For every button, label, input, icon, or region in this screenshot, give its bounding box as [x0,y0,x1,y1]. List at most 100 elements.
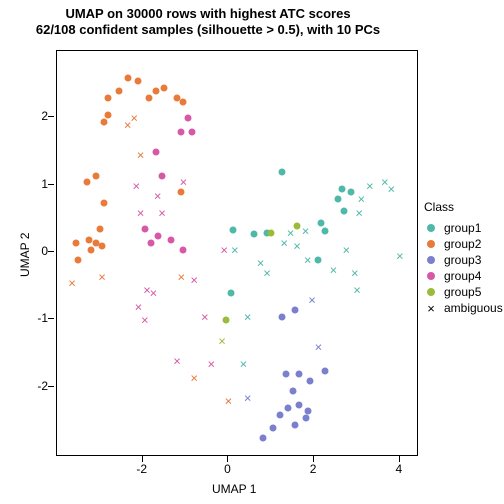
x-tick: 2 [303,462,323,476]
data-point [105,95,112,102]
data-point [178,189,185,196]
data-point: × [173,354,181,367]
data-point: × [137,149,145,162]
legend-item: group5 [424,284,503,300]
data-point [302,414,309,421]
data-point [101,118,108,125]
y-axis-label: UMAP 2 [18,233,32,277]
scatter-plot: ××××××××××××××××××××××××××××××××××××××××… [56,50,418,456]
data-point: × [351,267,359,280]
data-point: × [132,179,140,192]
dot-icon [424,221,438,235]
data-point [75,256,82,263]
data-point: × [201,310,209,323]
legend-label: group1 [444,221,481,235]
y-tick: -2 [0,379,48,393]
data-point: × [342,243,350,256]
data-point: × [124,119,132,132]
cross-icon: × [424,301,438,315]
data-point [259,435,266,442]
data-point: × [137,206,145,219]
data-point: × [387,183,395,196]
data-point: × [353,284,361,297]
data-point [279,169,286,176]
data-point: × [293,240,301,253]
data-point [135,78,142,85]
data-point: × [231,243,239,256]
data-point: × [355,206,363,219]
legend-label: group3 [444,253,481,267]
figure: UMAP on 30000 rows with highest ATC scor… [0,0,504,504]
legend-label: group4 [444,269,481,283]
data-point: × [190,273,198,286]
data-point [105,111,112,118]
data-point [296,371,303,378]
data-point [96,226,103,233]
data-point: × [154,189,162,202]
y-tick: 1 [0,177,48,191]
data-point: × [218,334,226,347]
x-tick: -2 [132,462,152,476]
legend-label: group2 [444,237,481,251]
data-point: × [180,176,188,189]
data-point [92,172,99,179]
data-point: × [357,193,365,206]
data-point [180,246,187,253]
data-point: × [130,112,138,125]
data-point [341,208,348,215]
data-point: × [225,395,233,408]
data-point [180,98,187,105]
x-axis-label: UMAP 1 [212,482,256,496]
data-point: × [304,253,312,266]
data-point [154,233,161,240]
data-point: × [177,270,185,283]
data-point [291,307,298,314]
data-point: × [98,270,106,283]
legend: Class group1 group2 group3 group4group5× amb… [424,200,503,316]
data-point [141,226,148,233]
data-point [124,74,131,81]
data-point: × [141,314,149,327]
data-point [99,243,106,250]
data-point [86,236,93,243]
legend-title: Class [424,200,503,214]
title-block: UMAP on 30000 rows with highest ATC scor… [0,6,416,37]
data-point [270,425,277,432]
data-point: × [263,267,271,280]
data-point [167,236,174,243]
data-point [291,421,298,428]
dot-icon [424,285,438,299]
data-point [296,401,303,408]
data-point: × [381,176,389,189]
data-point [317,219,324,226]
data-point: × [158,206,166,219]
data-point [304,408,311,415]
data-point [229,227,236,234]
x-tick: 0 [217,462,237,476]
data-point [174,95,181,102]
data-point: × [220,243,228,256]
data-point: × [244,310,252,323]
data-point [152,149,159,156]
data-point [334,196,341,203]
data-point: × [280,236,288,249]
data-point [146,95,153,102]
data-point: × [240,358,248,371]
legend-item: × ambiguous [424,300,503,316]
data-point: × [366,179,374,192]
data-point: × [143,284,151,297]
data-point [268,229,275,236]
dot-icon [424,237,438,251]
data-point: × [207,358,215,371]
data-point: × [68,277,76,290]
data-point [289,388,296,395]
data-point [88,246,95,253]
legend-label: ambiguous [444,301,503,315]
data-point: × [287,226,295,239]
data-point [101,199,108,206]
data-point: × [396,250,404,263]
data-point: × [190,371,198,384]
data-point: × [330,263,338,276]
data-point [294,223,301,230]
title-line2: 62/108 confident samples (silhouette > 0… [0,22,416,38]
